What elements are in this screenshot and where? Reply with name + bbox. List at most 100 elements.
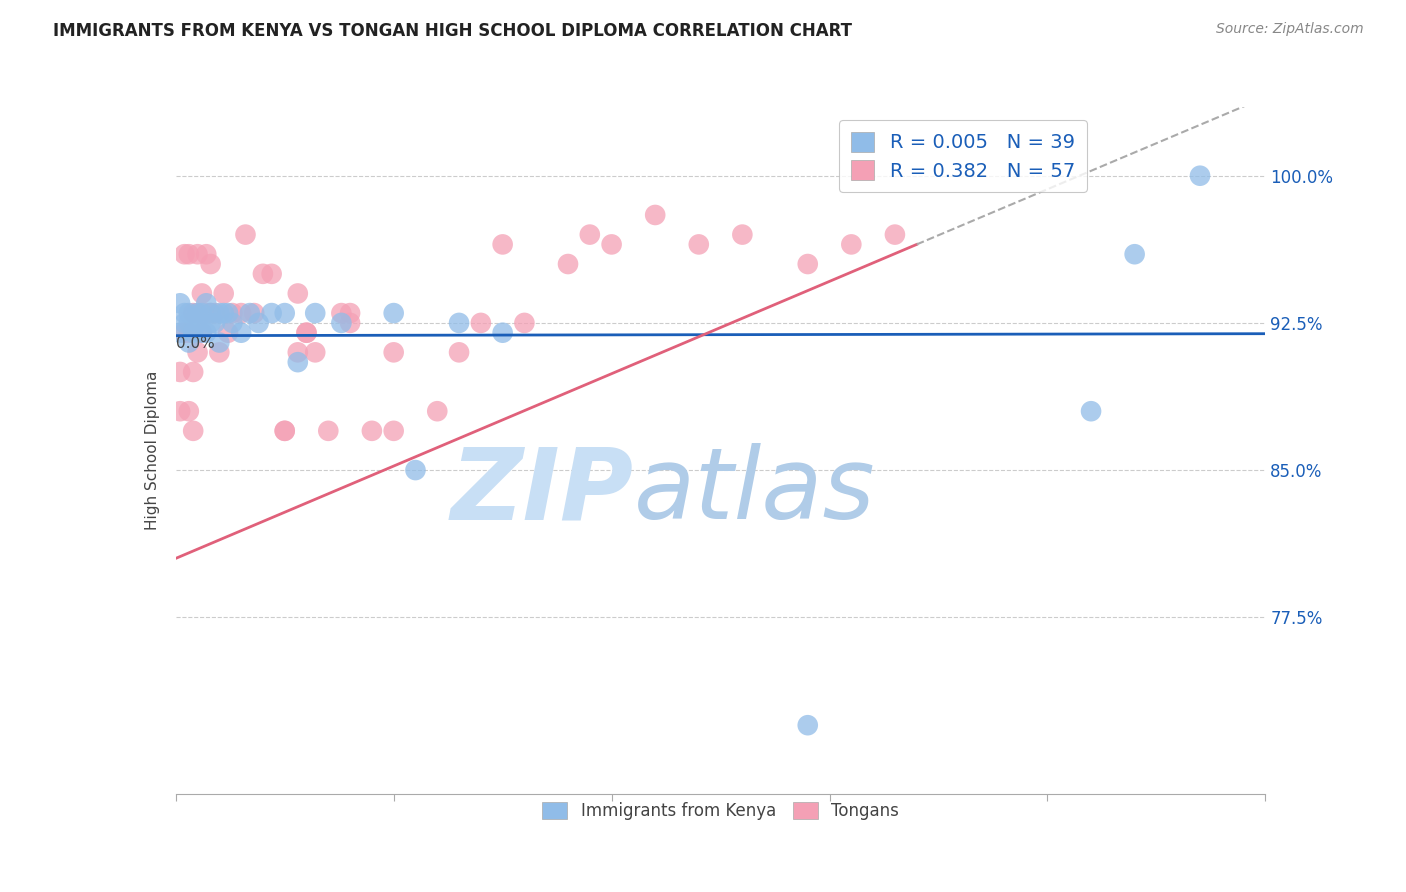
- Point: [200, 257, 222, 271]
- Point: [217, 326, 239, 340]
- Point: [173, 316, 195, 330]
- Point: [382, 345, 405, 359]
- Point: [688, 237, 710, 252]
- Point: [1189, 169, 1212, 183]
- Point: [260, 306, 283, 320]
- Point: [169, 326, 191, 340]
- Point: [177, 306, 200, 320]
- Point: [191, 306, 214, 320]
- Point: [796, 718, 818, 732]
- Point: [470, 316, 492, 330]
- Point: [181, 326, 204, 340]
- Point: [169, 365, 191, 379]
- Point: [405, 463, 427, 477]
- Point: [195, 306, 218, 320]
- Point: [173, 247, 195, 261]
- Point: [426, 404, 449, 418]
- Text: IMMIGRANTS FROM KENYA VS TONGAN HIGH SCHOOL DIPLOMA CORRELATION CHART: IMMIGRANTS FROM KENYA VS TONGAN HIGH SCH…: [53, 22, 852, 40]
- Point: [195, 247, 218, 261]
- Point: [208, 335, 231, 350]
- Point: [287, 355, 309, 369]
- Point: [382, 424, 405, 438]
- Point: [173, 306, 195, 320]
- Point: [239, 306, 262, 320]
- Point: [339, 306, 361, 320]
- Point: [231, 326, 253, 340]
- Text: 0.0%: 0.0%: [176, 335, 215, 351]
- Point: [221, 316, 243, 330]
- Point: [212, 306, 235, 320]
- Point: [260, 267, 283, 281]
- Point: [186, 306, 209, 320]
- Point: [204, 306, 226, 320]
- Point: [330, 316, 353, 330]
- Point: [200, 306, 222, 320]
- Point: [177, 326, 200, 340]
- Point: [169, 404, 191, 418]
- Point: [841, 237, 863, 252]
- Point: [339, 316, 361, 330]
- Point: [1123, 247, 1146, 261]
- Point: [247, 316, 270, 330]
- Point: [221, 306, 243, 320]
- Point: [731, 227, 754, 242]
- Point: [447, 316, 470, 330]
- Point: [177, 404, 200, 418]
- Point: [287, 286, 309, 301]
- Point: [274, 306, 297, 320]
- Point: [295, 326, 318, 340]
- Point: [579, 227, 602, 242]
- Point: [186, 306, 209, 320]
- Point: [181, 365, 204, 379]
- Point: [600, 237, 623, 252]
- Point: [217, 306, 239, 320]
- Point: [360, 424, 382, 438]
- Point: [274, 424, 297, 438]
- Point: [235, 227, 257, 242]
- Point: [274, 424, 297, 438]
- Point: [173, 326, 195, 340]
- Point: [200, 316, 222, 330]
- Point: [191, 326, 214, 340]
- Point: [447, 345, 470, 359]
- Point: [191, 286, 214, 301]
- Text: ZIP: ZIP: [450, 443, 633, 541]
- Point: [204, 316, 226, 330]
- Point: [884, 227, 907, 242]
- Point: [186, 345, 209, 359]
- Point: [208, 306, 231, 320]
- Point: [330, 306, 353, 320]
- Point: [304, 306, 326, 320]
- Point: [231, 306, 253, 320]
- Point: [513, 316, 536, 330]
- Point: [181, 424, 204, 438]
- Point: [382, 306, 405, 320]
- Point: [318, 424, 340, 438]
- Text: atlas: atlas: [633, 443, 875, 541]
- Text: Source: ZipAtlas.com: Source: ZipAtlas.com: [1216, 22, 1364, 37]
- Point: [186, 316, 209, 330]
- Point: [186, 247, 209, 261]
- Point: [177, 247, 200, 261]
- Point: [181, 310, 204, 324]
- Point: [644, 208, 666, 222]
- Point: [295, 326, 318, 340]
- Point: [177, 335, 200, 350]
- Legend: Immigrants from Kenya, Tongans: Immigrants from Kenya, Tongans: [536, 796, 905, 827]
- Point: [796, 257, 818, 271]
- Point: [191, 326, 214, 340]
- Point: [181, 306, 204, 320]
- Point: [208, 345, 231, 359]
- Point: [557, 257, 579, 271]
- Point: [195, 326, 218, 340]
- Point: [169, 296, 191, 310]
- Point: [243, 306, 266, 320]
- Y-axis label: High School Diploma: High School Diploma: [145, 371, 160, 530]
- Point: [492, 326, 515, 340]
- Point: [492, 237, 515, 252]
- Point: [304, 345, 326, 359]
- Point: [287, 345, 309, 359]
- Point: [200, 306, 222, 320]
- Point: [1080, 404, 1102, 418]
- Point: [212, 286, 235, 301]
